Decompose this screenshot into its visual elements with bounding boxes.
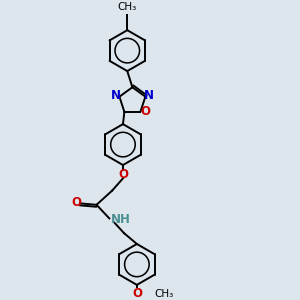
Text: O: O (71, 196, 81, 209)
Text: CH₃: CH₃ (118, 2, 137, 12)
Text: N: N (110, 89, 121, 102)
Text: O: O (132, 287, 142, 300)
Text: O: O (118, 168, 128, 181)
Text: N: N (144, 89, 154, 102)
Text: NH: NH (111, 213, 130, 226)
Text: CH₃: CH₃ (154, 289, 173, 299)
Text: O: O (140, 105, 150, 119)
